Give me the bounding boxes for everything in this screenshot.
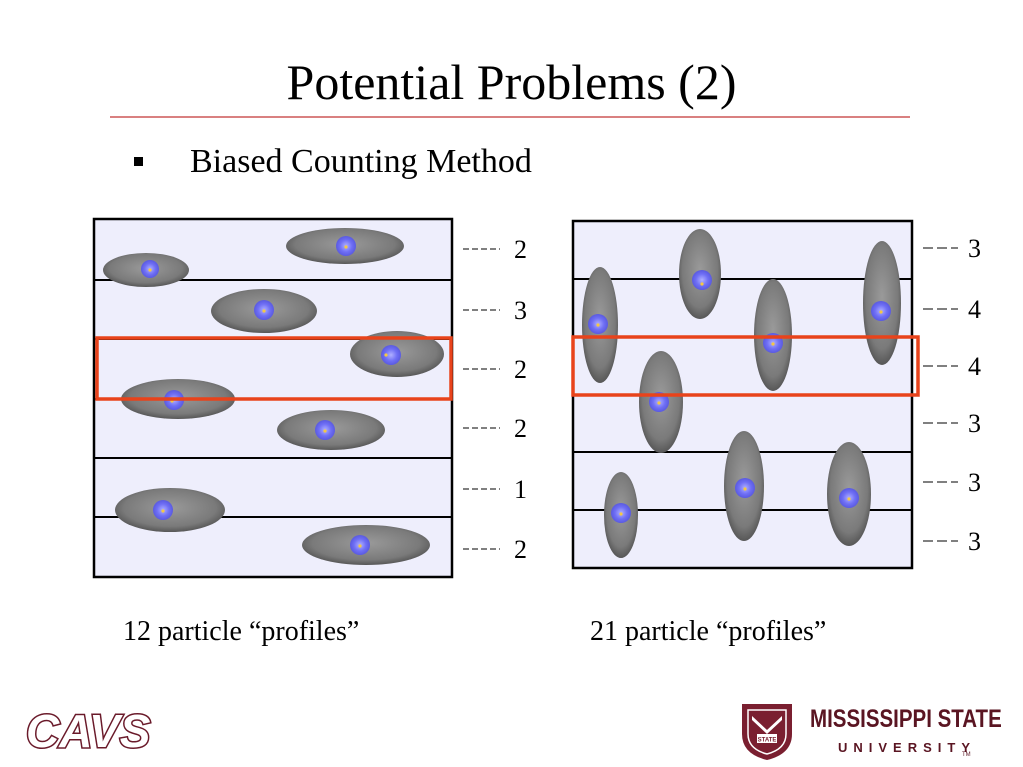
cavs-logo-text: CAVS <box>26 705 151 755</box>
particle <box>350 331 444 377</box>
particle <box>286 228 404 264</box>
left-row-count: 1 <box>514 475 527 504</box>
right-row-count: 3 <box>968 409 981 438</box>
particle <box>211 289 317 333</box>
particle <box>582 267 618 383</box>
bullet-text: Biased Counting Method <box>190 143 532 180</box>
left-row-count: 2 <box>514 535 527 564</box>
right-row-count: 3 <box>968 234 981 263</box>
right-row-count: 4 <box>968 295 981 324</box>
left-row-count: 2 <box>514 355 527 384</box>
particle <box>724 431 764 541</box>
particle <box>827 442 871 546</box>
right-row-ticks <box>923 247 958 542</box>
particle <box>863 241 901 365</box>
bullet-square-icon <box>134 157 143 166</box>
particle <box>754 279 792 391</box>
left-row-count: 2 <box>514 414 527 443</box>
right-caption: 21 particle “profiles” <box>590 616 827 647</box>
right-row-count: 3 <box>968 527 981 556</box>
right-highlight-box <box>571 335 920 397</box>
particle <box>639 351 683 453</box>
msu-seal-icon: STATE <box>742 704 792 760</box>
particle <box>679 229 721 319</box>
right-row-count: 4 <box>968 352 981 381</box>
left-row-count: 2 <box>514 235 527 264</box>
left-figure: 2 3 2 2 1 2 <box>92 217 527 579</box>
left-row-ticks <box>463 248 500 550</box>
particle <box>302 525 430 565</box>
particle <box>277 410 385 450</box>
particle <box>103 253 189 287</box>
right-row-count: 3 <box>968 468 981 497</box>
slide-title: Potential Problems (2) <box>286 54 737 110</box>
msu-wordmark: MISSISSIPPI STATE <box>810 705 1002 733</box>
left-row-count: 3 <box>514 296 527 325</box>
particle <box>604 472 638 558</box>
particle <box>115 488 225 532</box>
left-caption: 12 particle “profiles” <box>123 616 360 647</box>
msu-trademark: TM <box>962 752 971 758</box>
right-figure: 3 4 4 3 3 3 <box>571 219 981 570</box>
left-highlight-box <box>95 336 453 401</box>
msu-subtitle: UNIVERSITY <box>838 740 977 755</box>
cavs-logo: CAVS <box>25 704 153 756</box>
title-underline <box>110 116 910 118</box>
msu-seal-text: STATE <box>758 738 777 744</box>
